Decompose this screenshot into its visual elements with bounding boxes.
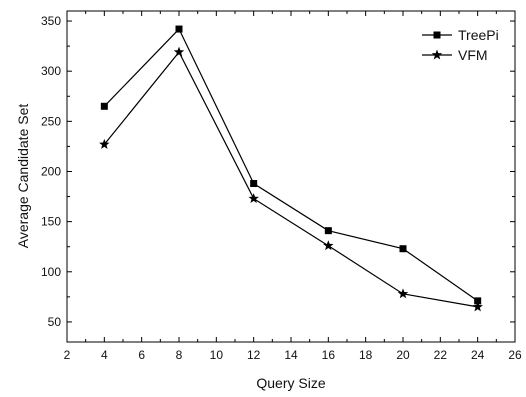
legend-label: VFM: [458, 47, 488, 63]
data-point: [472, 301, 483, 312]
x-tick-label: 20: [396, 348, 410, 362]
y-tick-label: 200: [41, 164, 61, 178]
series-line: [103, 28, 479, 302]
data-point: [474, 297, 482, 305]
x-tick-label: 24: [471, 348, 485, 362]
x-tick-label: 14: [284, 348, 298, 362]
y-tick-label: 50: [48, 315, 62, 329]
data-point: [250, 180, 258, 188]
x-tick-label: 8: [176, 348, 183, 362]
data-point: [248, 193, 259, 204]
x-tick-label: 6: [138, 348, 145, 362]
legend-label: TreePi: [458, 27, 499, 43]
legend: TreePi VFM: [422, 27, 499, 63]
x-axis-title: Query Size: [256, 375, 325, 391]
legend-item: VFM: [422, 47, 488, 63]
x-axis-ticks: 2 4 6 8 10 12 14 16 18 20 22 24 26: [64, 11, 522, 362]
data-point: [399, 245, 407, 253]
legend-item: TreePi: [422, 27, 499, 43]
data-point: [175, 25, 183, 33]
series-vfm: [99, 46, 483, 312]
x-tick-label: 10: [210, 348, 224, 362]
y-axis-title: Average Candidate Set: [15, 104, 31, 249]
data-point: [323, 240, 334, 251]
y-tick-label: 100: [41, 265, 61, 279]
y-tick-label: 250: [41, 114, 61, 128]
data-point: [99, 138, 110, 149]
y-tick-label: 350: [41, 14, 61, 28]
legend-marker: [431, 49, 443, 60]
y-axis-ticks: 50 100 150 200 250 300 350: [41, 14, 515, 329]
x-tick-label: 2: [64, 348, 71, 362]
x-tick-label: 18: [359, 348, 373, 362]
data-point: [324, 227, 332, 235]
legend-items: TreePi VFM: [422, 27, 499, 63]
data-point: [173, 46, 185, 57]
x-tick-label: 26: [508, 348, 522, 362]
legend-marker: [433, 31, 441, 39]
y-tick-label: 150: [41, 215, 61, 229]
y-tick-label: 300: [41, 64, 61, 78]
x-tick-label: 12: [247, 348, 261, 362]
x-tick-label: 16: [322, 348, 336, 362]
data-point: [100, 102, 108, 110]
series-layer: [99, 25, 483, 312]
x-tick-label: 4: [101, 348, 108, 362]
x-tick-label: 22: [434, 348, 448, 362]
plot-frame: [66, 10, 516, 343]
data-point: [397, 288, 409, 299]
series-line: [103, 51, 478, 308]
series-treepi: [100, 25, 482, 305]
